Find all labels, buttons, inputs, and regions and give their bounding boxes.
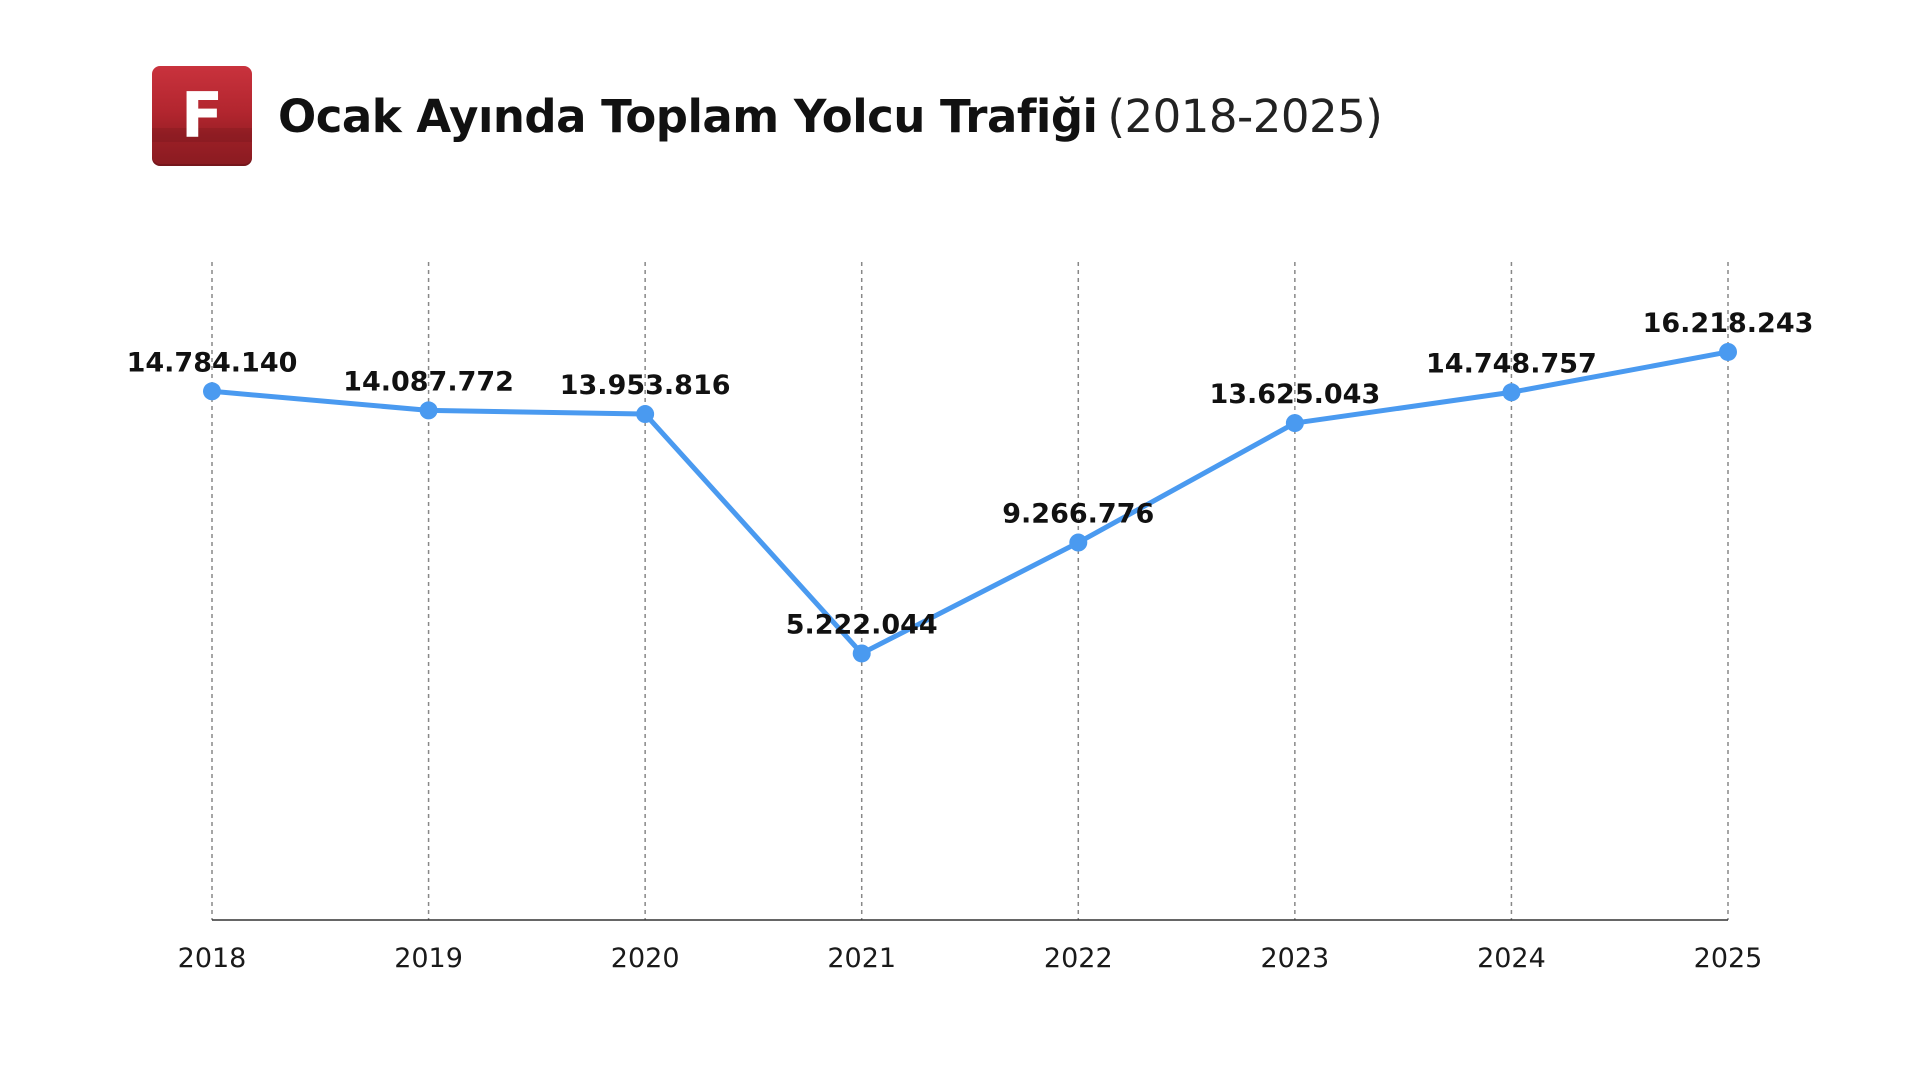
chart-title: Ocak Ayında Toplam Yolcu Trafiği (2018-20… <box>278 89 1383 143</box>
x-tick-label-2025: 2025 <box>1694 943 1763 974</box>
data-label-2025: 16.218.243 <box>1643 308 1814 339</box>
data-label-2021: 5.222.044 <box>786 609 938 640</box>
x-tick-label-2018: 2018 <box>178 943 247 974</box>
data-label-2022: 9.266.776 <box>1002 499 1154 530</box>
brand-logo: F <box>152 66 252 166</box>
data-label-2020: 13.953.816 <box>560 370 731 401</box>
logo-letter: F <box>180 79 224 152</box>
data-point-2025 <box>1719 342 1737 361</box>
data-point-2024 <box>1502 383 1521 402</box>
x-tick-label-2023: 2023 <box>1260 943 1329 974</box>
chart-header: F Ocak Ayında Toplam Yolcu Trafiği (2018-… <box>152 66 1383 166</box>
x-tick-label-2022: 2022 <box>1044 943 1113 974</box>
data-point-2019 <box>419 401 438 420</box>
data-point-2022 <box>1069 533 1088 552</box>
series-line <box>209 349 1731 656</box>
data-label-2019: 14.087.772 <box>343 366 514 397</box>
data-point-2018 <box>203 382 221 401</box>
x-tick-label-2020: 2020 <box>611 943 680 974</box>
data-label-2018: 14.784.140 <box>127 347 298 378</box>
x-tick-label-2019: 2019 <box>394 943 463 974</box>
chart-title-sub: (2018-2025) <box>1107 89 1383 143</box>
x-tick-label-2024: 2024 <box>1477 943 1546 974</box>
data-point-2020 <box>636 405 655 424</box>
chart-title-main: Ocak Ayında Toplam Yolcu Trafiği <box>278 89 1098 143</box>
data-label-2023: 13.625.043 <box>1209 379 1380 410</box>
data-label-2024: 14.748.757 <box>1426 348 1597 379</box>
data-point-2021 <box>852 644 871 663</box>
x-tick-label-2021: 2021 <box>827 943 896 974</box>
data-point-2023 <box>1285 414 1304 433</box>
